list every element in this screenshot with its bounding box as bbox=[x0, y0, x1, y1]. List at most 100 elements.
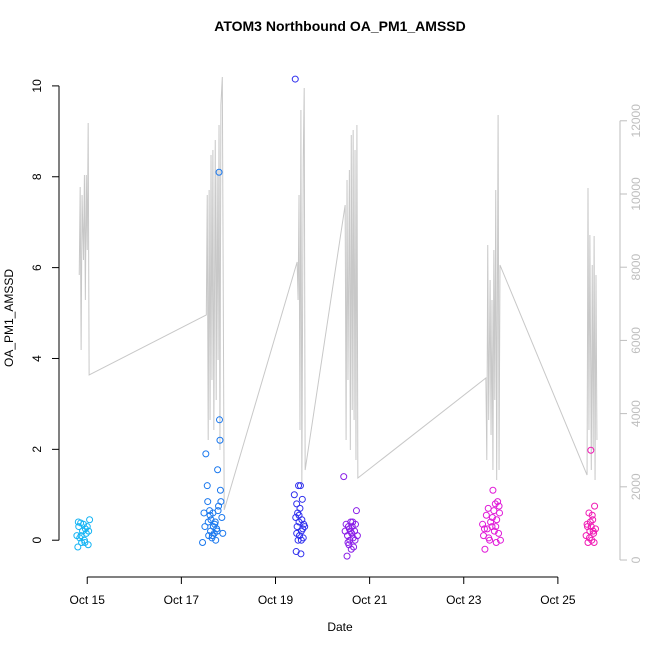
point bbox=[199, 538, 207, 546]
point bbox=[77, 532, 85, 540]
point bbox=[74, 518, 82, 526]
point bbox=[347, 545, 355, 553]
point bbox=[200, 509, 208, 517]
point bbox=[591, 502, 599, 510]
point bbox=[352, 507, 360, 515]
point bbox=[295, 511, 303, 519]
point bbox=[588, 536, 596, 544]
x-tick-label: Oct 25 bbox=[540, 593, 576, 607]
point bbox=[490, 527, 498, 535]
point bbox=[489, 486, 497, 494]
point bbox=[293, 529, 301, 537]
x-tick-label: Oct 19 bbox=[258, 593, 294, 607]
point bbox=[492, 538, 500, 546]
point bbox=[293, 500, 301, 508]
point bbox=[206, 511, 214, 519]
altitude-line bbox=[78, 76, 598, 511]
point bbox=[592, 525, 600, 533]
point bbox=[343, 552, 351, 560]
point bbox=[218, 513, 226, 521]
point bbox=[211, 520, 219, 528]
y2-tick-label: 4000 bbox=[629, 400, 643, 427]
y2-tick-label: 10000 bbox=[629, 177, 643, 211]
point bbox=[204, 498, 212, 506]
point bbox=[296, 482, 304, 490]
point bbox=[588, 511, 596, 519]
point bbox=[587, 523, 595, 531]
point bbox=[479, 520, 487, 528]
point bbox=[83, 523, 91, 531]
point bbox=[297, 536, 305, 544]
point bbox=[214, 466, 222, 474]
point bbox=[86, 516, 94, 524]
point bbox=[214, 507, 222, 515]
point bbox=[590, 538, 598, 546]
point bbox=[344, 538, 352, 546]
point bbox=[349, 534, 357, 542]
x-tick-label: Oct 17 bbox=[164, 593, 200, 607]
x-tick-label: Oct 23 bbox=[446, 593, 482, 607]
point bbox=[494, 498, 502, 506]
y-tick-label: 0 bbox=[30, 537, 44, 544]
x-tick-label: Oct 21 bbox=[352, 593, 388, 607]
point bbox=[213, 527, 221, 535]
point bbox=[295, 482, 303, 490]
point bbox=[85, 527, 93, 535]
y2-tick-label: 8000 bbox=[629, 254, 643, 281]
point bbox=[215, 502, 223, 510]
y-tick-label: 8 bbox=[30, 173, 44, 180]
point bbox=[215, 416, 223, 424]
point bbox=[346, 527, 354, 535]
point bbox=[349, 518, 357, 526]
y-tick-label: 10 bbox=[30, 79, 44, 93]
point bbox=[495, 529, 503, 537]
point bbox=[585, 534, 593, 542]
point bbox=[216, 486, 224, 494]
y2-tick-label: 0 bbox=[629, 556, 643, 563]
point bbox=[201, 523, 209, 531]
point bbox=[299, 534, 307, 542]
point bbox=[81, 538, 89, 546]
point bbox=[482, 511, 490, 519]
point bbox=[215, 168, 223, 176]
point bbox=[219, 529, 227, 537]
x-tick-label: Oct 15 bbox=[70, 593, 106, 607]
y-axis-label: OA_PM1_AMSSD bbox=[2, 269, 16, 367]
x-axis-label: Date bbox=[327, 620, 353, 634]
point bbox=[298, 495, 306, 503]
point bbox=[496, 509, 504, 517]
point bbox=[480, 525, 488, 533]
y-tick-label: 2 bbox=[30, 446, 44, 453]
y2-tick-label: 2000 bbox=[629, 473, 643, 500]
point bbox=[488, 513, 496, 521]
point bbox=[587, 446, 595, 454]
point bbox=[491, 500, 499, 508]
y2-tick-label: 6000 bbox=[629, 327, 643, 354]
point bbox=[208, 532, 216, 540]
point bbox=[296, 504, 304, 512]
y2-tick-label: 12000 bbox=[629, 104, 643, 138]
y-tick-label: 6 bbox=[30, 264, 44, 271]
point bbox=[493, 516, 501, 524]
point bbox=[340, 473, 348, 481]
point bbox=[492, 523, 500, 531]
point bbox=[484, 504, 492, 512]
point bbox=[589, 527, 597, 535]
point bbox=[351, 536, 359, 544]
point bbox=[350, 543, 358, 551]
point bbox=[297, 550, 305, 558]
point bbox=[589, 516, 597, 524]
y-tick-label: 4 bbox=[30, 355, 44, 362]
point bbox=[481, 545, 489, 553]
point bbox=[487, 518, 495, 526]
point bbox=[290, 491, 298, 499]
point bbox=[74, 543, 82, 551]
point bbox=[202, 450, 210, 458]
point bbox=[291, 75, 299, 83]
point bbox=[301, 523, 309, 531]
chart-title: ATOM3 Northbound OA_PM1_AMSSD bbox=[214, 18, 466, 34]
point bbox=[490, 507, 498, 515]
point bbox=[207, 516, 215, 524]
